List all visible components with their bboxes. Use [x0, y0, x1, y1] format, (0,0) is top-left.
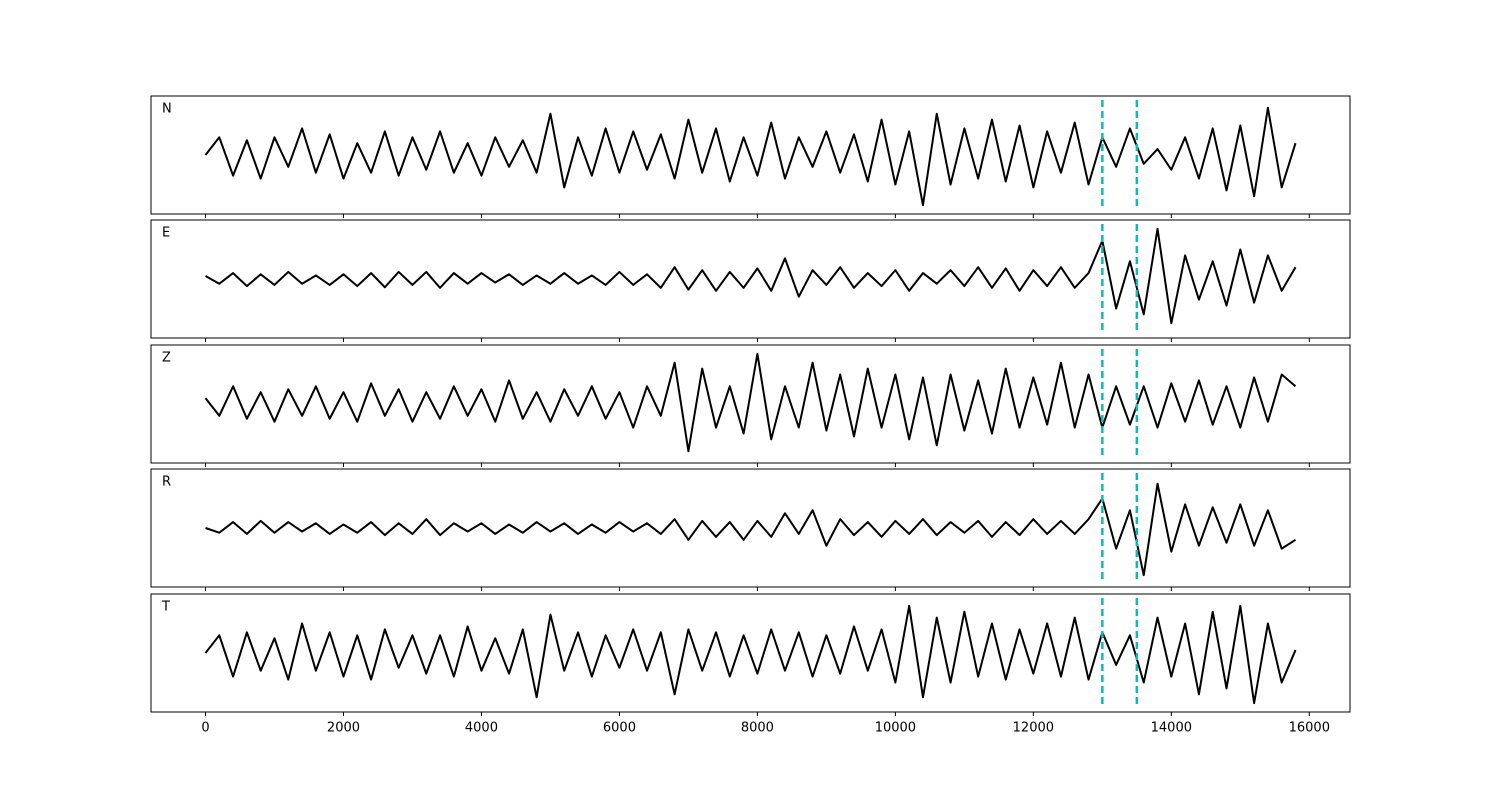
- waveform: [205, 227, 1297, 325]
- panel: [204, 352, 1297, 453]
- x-tick-label: 10000: [875, 721, 916, 736]
- panel: [204, 604, 1297, 705]
- panel-frame: [150, 95, 1351, 215]
- panel: [204, 106, 1297, 207]
- x-tick-label: 6000: [603, 721, 636, 736]
- x-tick-label: 8000: [741, 721, 774, 736]
- waveform: [205, 482, 1297, 577]
- x-tick-label: 2000: [327, 721, 360, 736]
- x-tick-label: 0: [201, 721, 209, 736]
- panel-frame: [150, 219, 1351, 339]
- panel-label: Z: [162, 351, 171, 366]
- panel-frame: [150, 344, 1351, 464]
- waveform: [204, 106, 1297, 207]
- panel-label: N: [162, 102, 172, 117]
- waveform: [204, 604, 1297, 705]
- x-tick-label: 4000: [465, 721, 498, 736]
- x-tick-label: 16000: [1289, 721, 1330, 736]
- panel-label: E: [162, 226, 170, 241]
- panel-frame: [150, 593, 1351, 713]
- panel-frame: [150, 468, 1351, 588]
- panel-label: R: [162, 475, 171, 490]
- panel: [205, 482, 1297, 577]
- panel-label: T: [161, 600, 170, 615]
- waveform: [204, 352, 1297, 453]
- panel: [205, 227, 1297, 325]
- x-tick-label: 12000: [1013, 721, 1054, 736]
- x-tick-label: 14000: [1151, 721, 1192, 736]
